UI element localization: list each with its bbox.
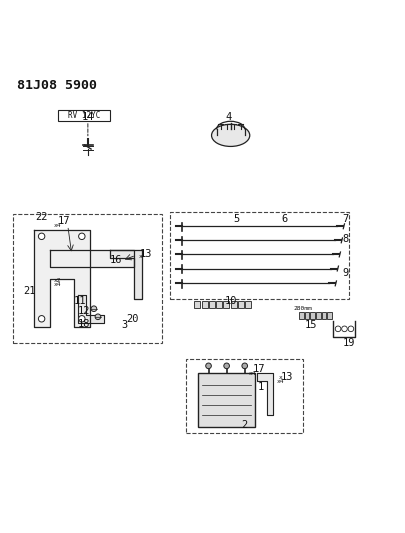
- Text: 16: 16: [110, 255, 122, 265]
- Text: 20: 20: [126, 314, 139, 324]
- Circle shape: [91, 306, 97, 312]
- Text: RV 12YC: RV 12YC: [68, 111, 100, 120]
- Bar: [231, 301, 237, 308]
- Text: 81J08 5900: 81J08 5900: [17, 79, 98, 92]
- Text: x4: x4: [54, 223, 62, 228]
- Circle shape: [335, 326, 341, 332]
- Text: 11: 11: [74, 296, 86, 306]
- Text: 9: 9: [342, 268, 348, 278]
- Bar: [299, 312, 304, 319]
- Bar: [13, 214, 162, 343]
- Circle shape: [206, 363, 211, 369]
- Circle shape: [79, 316, 85, 322]
- Text: 8: 8: [342, 234, 348, 244]
- Circle shape: [242, 363, 247, 369]
- Circle shape: [38, 233, 45, 239]
- Bar: [209, 301, 215, 308]
- Bar: [216, 301, 222, 308]
- Bar: [194, 301, 200, 308]
- Circle shape: [224, 363, 230, 369]
- Circle shape: [79, 233, 85, 239]
- Polygon shape: [110, 251, 142, 298]
- Text: x: x: [279, 375, 283, 379]
- Text: 21: 21: [23, 286, 36, 296]
- Text: x4: x4: [277, 378, 285, 384]
- Text: 15: 15: [305, 320, 318, 330]
- Text: 18: 18: [78, 319, 90, 329]
- Circle shape: [95, 314, 101, 320]
- Bar: [322, 312, 326, 319]
- Text: 280mm: 280mm: [294, 306, 312, 311]
- Text: 2: 2: [242, 421, 248, 430]
- Bar: [310, 312, 315, 319]
- Text: 13: 13: [281, 372, 293, 382]
- Text: 10: 10: [224, 296, 237, 306]
- Bar: [245, 301, 251, 308]
- Bar: [316, 312, 321, 319]
- Text: 19: 19: [343, 338, 356, 348]
- Text: 6: 6: [282, 214, 288, 224]
- Circle shape: [38, 316, 45, 322]
- Polygon shape: [78, 295, 104, 323]
- Text: x4: x4: [249, 370, 256, 376]
- Text: 14: 14: [82, 112, 94, 122]
- Circle shape: [342, 326, 347, 332]
- Bar: [198, 373, 255, 427]
- Text: 4: 4: [226, 112, 232, 122]
- Bar: [238, 301, 244, 308]
- Text: x2: x2: [54, 278, 62, 283]
- Bar: [171, 212, 349, 298]
- Ellipse shape: [211, 124, 250, 147]
- Polygon shape: [50, 251, 134, 266]
- Bar: [327, 312, 332, 319]
- Text: 1: 1: [258, 382, 264, 392]
- Bar: [186, 359, 303, 433]
- Bar: [58, 110, 110, 121]
- Bar: [305, 312, 309, 319]
- Text: 17: 17: [58, 216, 70, 226]
- Text: 12: 12: [78, 306, 90, 316]
- Text: x4: x4: [54, 282, 62, 287]
- Bar: [224, 301, 230, 308]
- Text: x: x: [138, 254, 142, 259]
- Polygon shape: [34, 230, 90, 327]
- Polygon shape: [257, 373, 273, 415]
- Text: 22: 22: [35, 213, 48, 222]
- Text: 5: 5: [234, 214, 240, 224]
- Text: 7: 7: [342, 214, 348, 224]
- Text: 3: 3: [121, 320, 127, 330]
- Text: 13: 13: [140, 248, 152, 259]
- Circle shape: [348, 326, 354, 332]
- Text: 17: 17: [253, 364, 265, 374]
- Bar: [202, 301, 208, 308]
